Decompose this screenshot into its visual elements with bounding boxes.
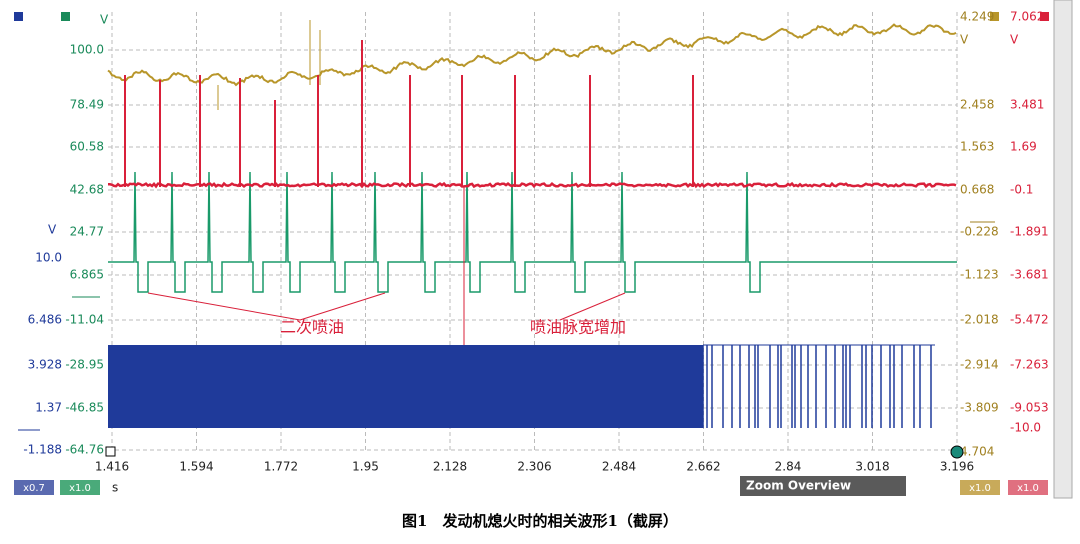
badge — [960, 480, 1000, 495]
axis-label: -3.681 — [1010, 268, 1049, 282]
axis-label: 42.68 — [70, 183, 104, 197]
axis-label: 78.49 — [70, 98, 104, 112]
green-trace — [108, 171, 957, 293]
marker — [105, 446, 116, 457]
axis-label: -46.85 — [65, 401, 104, 415]
axis-label: 24.77 — [70, 225, 104, 239]
axis-label: -7.263 — [1010, 358, 1049, 372]
axis-label: 4.249 — [960, 10, 994, 24]
axis-label: 3.481 — [1010, 98, 1044, 112]
axis-label: 2.458 — [960, 98, 994, 112]
annotation: 二次喷油 — [280, 318, 344, 337]
axis-label: 3.018 — [855, 460, 889, 474]
axis-label: V — [960, 33, 969, 47]
axis-label: 1.772 — [264, 460, 298, 474]
badge — [60, 480, 100, 495]
channel-icon[interactable] — [990, 12, 999, 21]
annotation: 喷油脉宽增加 — [530, 318, 626, 337]
red-trace — [108, 181, 957, 189]
axis-label: 6.865 — [70, 268, 104, 282]
axis-label: x1.0 — [69, 483, 91, 494]
channel-icon[interactable] — [61, 12, 70, 21]
axis-label: 4.704 — [960, 445, 994, 459]
axis-label: 7.062 — [1010, 10, 1044, 24]
annotation-arrow — [147, 292, 301, 321]
axis-label: -1.891 — [1010, 225, 1049, 239]
axis-label: 2.662 — [686, 460, 720, 474]
axis-label: 3.928 — [28, 358, 62, 372]
axis-label: 1.37 — [35, 401, 62, 415]
axis-label: -9.053 — [1010, 401, 1049, 415]
axis-label: 1.563 — [960, 140, 994, 154]
axis-label: 2.128 — [433, 460, 467, 474]
axis-label: -5.472 — [1010, 313, 1049, 327]
scrollbar[interactable] — [1053, 0, 1073, 499]
channel-icon[interactable] — [1040, 12, 1049, 21]
axis-label: -3.809 — [960, 401, 999, 415]
axis-label: s — [112, 481, 118, 495]
axis-label: 1.594 — [179, 460, 213, 474]
axis-label: -2.018 — [960, 313, 999, 327]
blue-trace — [108, 345, 703, 428]
axis-label: 0.668 — [960, 183, 994, 197]
axis-label: -1.188 — [23, 443, 62, 457]
axis-label: V — [100, 13, 109, 27]
axis-label: -64.76 — [65, 443, 104, 457]
axis-label: -2.914 — [960, 358, 999, 372]
caption: 图1 发动机熄火时的相关波形1（截屏） — [402, 512, 678, 530]
axis-label: -28.95 — [65, 358, 104, 372]
axis-label: -1.123 — [960, 268, 999, 282]
axis-label: -11.04 — [65, 313, 104, 327]
axis-label: 2.84 — [775, 460, 802, 474]
axis-label: 1.69 — [1010, 140, 1037, 154]
axis-label: V — [48, 223, 57, 237]
badge — [1008, 480, 1048, 495]
channel-icon[interactable] — [14, 12, 23, 21]
marker — [950, 445, 964, 459]
axis-label: V — [1010, 33, 1019, 47]
axis-label: 2.484 — [602, 460, 636, 474]
axis-label: 100.0 — [70, 43, 104, 57]
axis-label: 10.0 — [35, 251, 62, 265]
olive-trace — [107, 23, 957, 87]
plot-area: 二次喷油 喷油脉宽增加 — [107, 12, 958, 452]
zoom-overview-bar[interactable] — [740, 476, 906, 496]
axis-label: -0.1 — [1010, 183, 1033, 197]
axis-label: 1.416 — [95, 460, 129, 474]
axis-label: x1.0 — [969, 483, 991, 494]
badge — [14, 480, 54, 495]
axis-label: x1.0 — [1017, 483, 1039, 494]
axis-label: 60.58 — [70, 140, 104, 154]
axis-label: -0.228 — [960, 225, 999, 239]
annotation-arrow — [559, 292, 626, 321]
zoom-overview[interactable]: Zoom Overview — [746, 479, 851, 493]
axis-label: 2.306 — [517, 460, 551, 474]
axis-label: x0.7 — [23, 483, 45, 494]
annotation-arrow — [299, 292, 386, 321]
axis-label: 1.95 — [352, 460, 379, 474]
axis-label: 6.486 — [28, 313, 62, 327]
axis-label: 3.196 — [940, 460, 974, 474]
axis-label: -10.0 — [1010, 421, 1041, 435]
